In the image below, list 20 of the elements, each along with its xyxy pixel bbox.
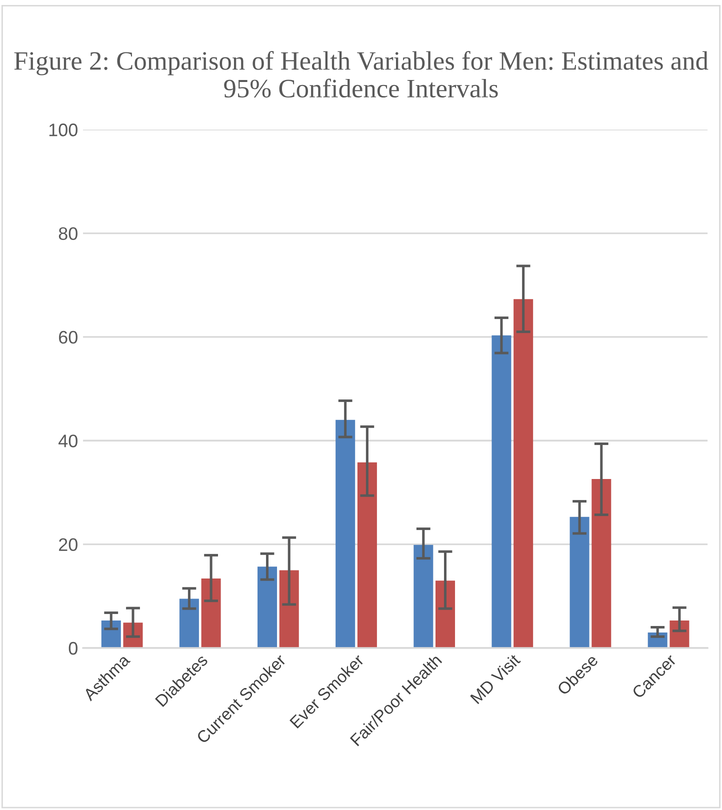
- bar: [492, 335, 512, 648]
- x-tick-label: MD Visit: [470, 652, 521, 704]
- bar: [592, 479, 612, 648]
- bar: [436, 580, 456, 648]
- y-tick-label: 80: [58, 227, 78, 240]
- y-tick-label: 0: [68, 642, 78, 655]
- bar: [258, 566, 278, 648]
- bar: [179, 598, 199, 648]
- bar: [514, 299, 534, 648]
- chart-title: Figure 2: Comparison of Health Variables for Men: Estimates and 95% Confidence Intervals: [14, 51, 708, 98]
- y-tick-label: 60: [59, 330, 78, 344]
- bar: [201, 578, 221, 648]
- y-tick-label: 20: [58, 538, 78, 552]
- bar: [414, 544, 434, 648]
- y-tick-label: 100: [49, 124, 78, 136]
- bar: [336, 420, 356, 648]
- bar: [279, 570, 299, 648]
- y-tick-label: 40: [58, 434, 78, 448]
- bar: [357, 462, 377, 648]
- bar: [570, 516, 590, 648]
